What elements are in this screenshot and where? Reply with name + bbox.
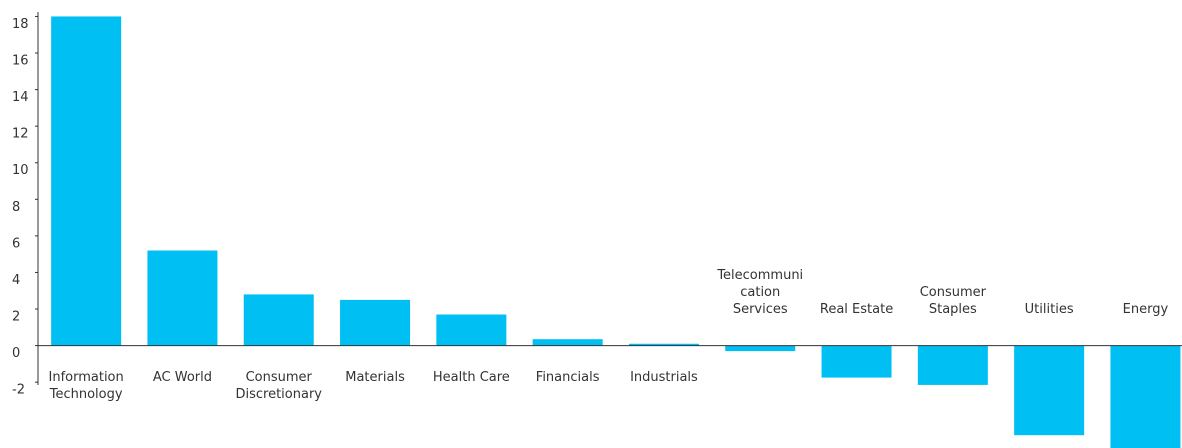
y-tick-label: -2 [12,383,25,398]
y-tick-label: 4 [12,273,20,288]
y-tick-label: 2 [12,310,20,325]
bar [917,345,988,385]
x-tick-label: Consumer Staples [919,284,986,317]
y-tick-label: 6 [12,236,20,251]
bar [243,294,314,346]
bar [1014,345,1085,436]
y-tick-label: 14 [12,90,29,105]
y-tick-label: 0 [12,346,20,361]
y-tick-label: 18 [12,17,29,32]
x-tick-label: Information Technology [48,369,124,402]
x-tick-label: Industrials [630,369,698,385]
bar [725,345,796,352]
x-tick-label: Energy [1122,301,1169,317]
x-tick-label: Utilities [1024,301,1074,317]
bar [628,343,699,346]
y-tick-label: 8 [12,200,20,215]
x-tick-label: AC World [152,369,212,385]
y-tick-label: 10 [12,163,29,178]
bar [340,299,411,346]
bar [51,16,122,346]
bar [821,345,892,378]
x-tick-label: Telecommunication Services [717,267,804,317]
bar [532,339,603,346]
y-tick-label: 12 [12,127,29,142]
x-tick-label: Consumer Discretionary [235,369,322,402]
y-tick-label: 16 [12,54,29,69]
x-tick-label: Real Estate [819,301,894,317]
x-tick-label: Financials [535,369,600,385]
x-tick-label: Health Care [432,369,510,385]
x-tick-label: Materials [345,369,405,385]
bar [436,314,507,346]
bar [1110,345,1181,448]
bar [147,250,218,346]
